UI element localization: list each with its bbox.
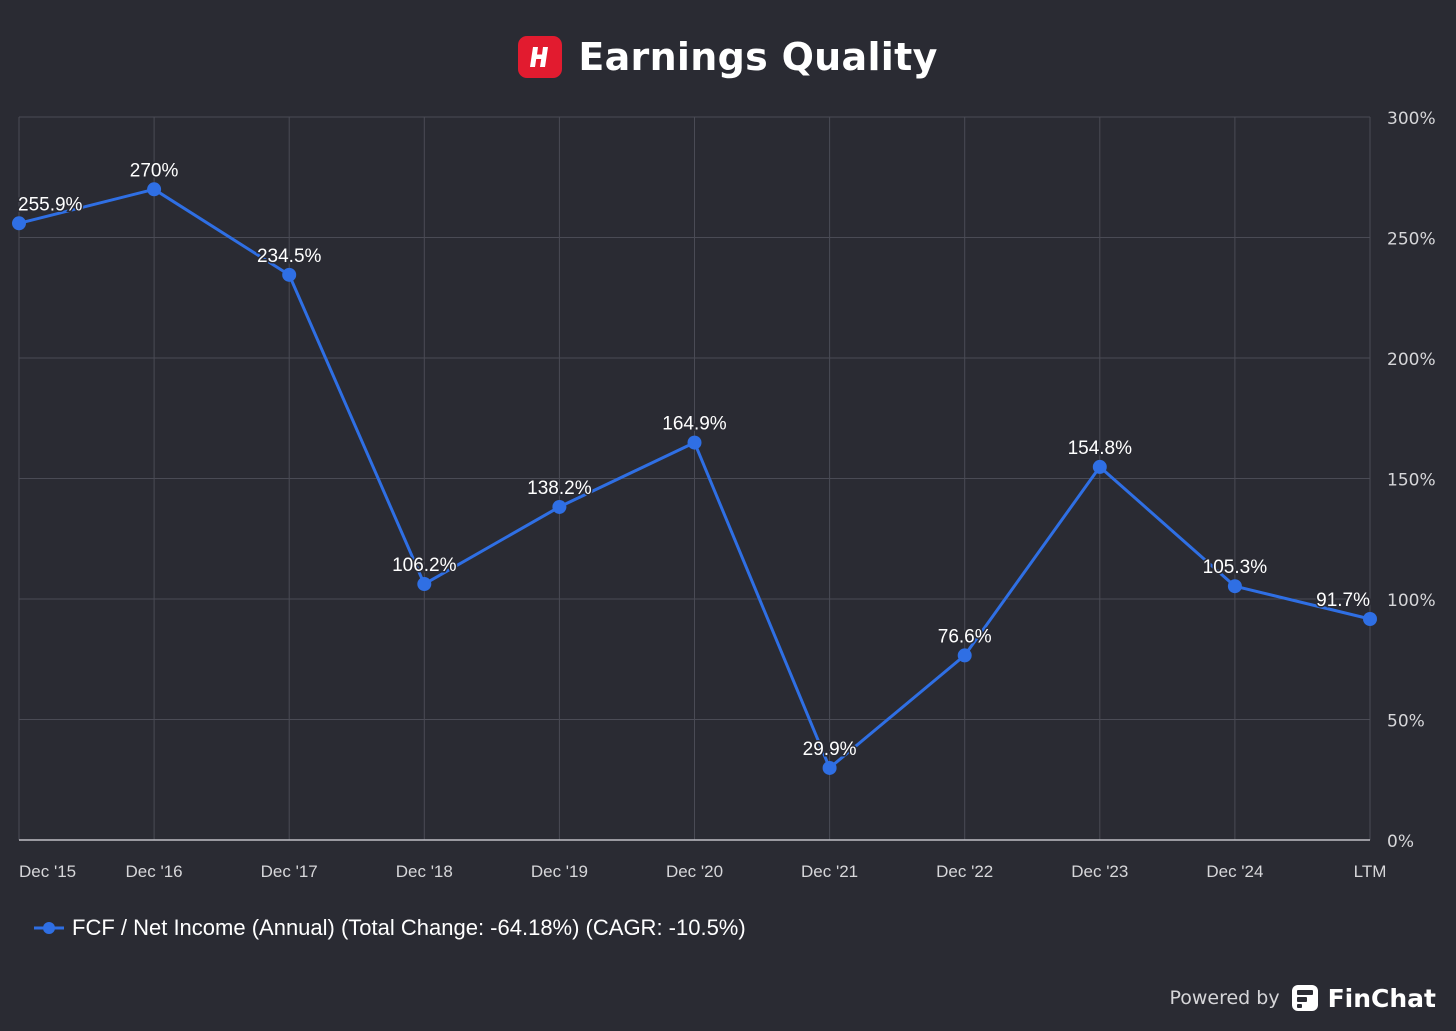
data-label: 29.9% <box>803 739 857 760</box>
legend-series-label: FCF / Net Income (Annual) (Total Change:… <box>72 915 746 940</box>
logo-h-glyph <box>530 47 549 67</box>
data-label: 76.6% <box>938 626 992 647</box>
y-tick-label: 250% <box>1387 230 1436 250</box>
data-point <box>1092 459 1107 474</box>
data-label: 154.8% <box>1068 438 1133 459</box>
x-tick-label: Dec '20 <box>666 862 723 881</box>
y-tick-label: 50% <box>1387 712 1425 732</box>
chart-plot: 0% 50% 100% 150% 200% 250% 300% Dec '15 Dec '16 D… <box>12 109 1436 881</box>
x-tick-label: LTM <box>1354 862 1387 881</box>
data-label: 91.7% <box>1316 590 1370 611</box>
y-tick-label: 200% <box>1387 350 1436 370</box>
x-tick-label: Dec '16 <box>126 862 183 881</box>
legend-series-marker-icon <box>34 922 64 934</box>
data-labels: 255.9% 270% 234.5% 106.2% 138.2% 164.9% 29.9% 7… <box>17 159 1372 762</box>
x-tick-label: Dec '22 <box>936 862 993 881</box>
data-point <box>552 499 567 514</box>
data-label: 138.2% <box>527 478 592 499</box>
y-tick-label: 150% <box>1387 471 1436 491</box>
data-point <box>687 435 702 450</box>
chart-header: Earnings Quality <box>0 34 1456 80</box>
data-point <box>822 760 837 775</box>
powered-by-text: Powered by <box>1169 987 1280 1009</box>
data-label: 255.9% <box>18 194 83 215</box>
data-point <box>1363 612 1377 627</box>
x-tick-label: Dec '24 <box>1206 862 1263 881</box>
data-point <box>12 216 26 231</box>
data-label: 234.5% <box>257 246 322 267</box>
x-tick-label: Dec '23 <box>1071 862 1128 881</box>
data-points <box>12 182 1377 775</box>
grid-lines <box>18 116 1371 840</box>
axes: 0% 50% 100% 150% 200% 250% 300% Dec '15 Dec '16 D… <box>19 109 1436 881</box>
data-point <box>1227 579 1242 594</box>
finchat-logo-icon <box>1291 985 1318 1011</box>
data-label: 105.3% <box>1203 557 1268 578</box>
x-tick-label: Dec '18 <box>396 862 453 881</box>
powered-by-badge: Powered by FinChat <box>1169 983 1436 1013</box>
x-tick-label: Dec '17 <box>261 862 318 881</box>
x-tick-label: Dec '19 <box>531 862 588 881</box>
chart-legend[interactable]: FCF / Net Income (Annual) (Total Change:… <box>34 915 746 941</box>
data-label: 106.2% <box>392 555 457 576</box>
data-point <box>147 182 162 197</box>
x-tick-label: Dec '21 <box>801 862 858 881</box>
finchat-brand-name: FinChat <box>1327 983 1436 1013</box>
data-label: 270% <box>130 160 179 181</box>
brand-logo-icon <box>518 36 563 78</box>
y-tick-label: 0% <box>1387 832 1414 852</box>
x-tick-label: Dec '15 <box>19 862 76 881</box>
data-point <box>282 267 297 282</box>
chart-title: Earnings Quality <box>578 35 938 79</box>
data-label: 164.9% <box>662 414 727 435</box>
y-tick-label: 100% <box>1387 591 1436 611</box>
data-point <box>417 577 432 592</box>
y-tick-label: 300% <box>1387 109 1436 129</box>
data-point <box>957 648 972 663</box>
